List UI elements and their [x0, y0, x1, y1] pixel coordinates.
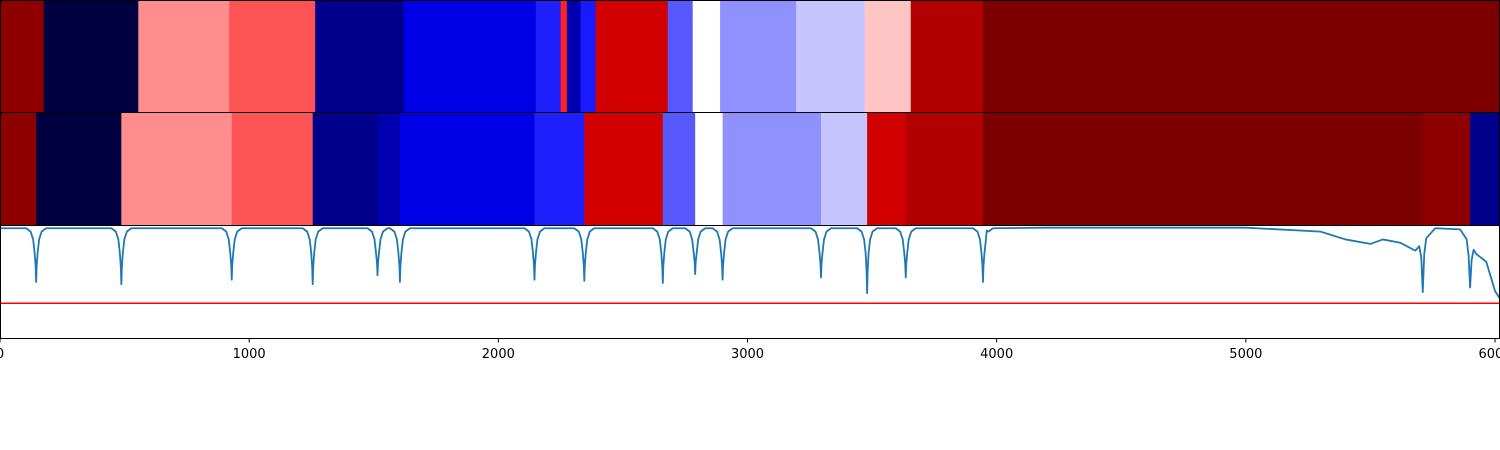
heatmap-segment	[312, 113, 378, 225]
heatmap-segment	[229, 1, 316, 112]
heatmap-segment	[982, 113, 1424, 225]
heatmap-segment	[595, 1, 669, 112]
x-tick-label: 6000	[1478, 347, 1500, 362]
heatmap-segment	[821, 113, 868, 225]
x-tick-label: 4000	[980, 347, 1013, 362]
heatmap-segment	[796, 1, 866, 112]
heatmap-segment	[560, 1, 568, 112]
heatmap-segment	[121, 113, 233, 225]
heatmap-segment	[377, 113, 401, 225]
x-tick-label: 5000	[1229, 347, 1262, 362]
heatmap-segment	[580, 1, 597, 112]
heatmap-segment	[1422, 113, 1471, 225]
panel-frame	[0, 225, 1500, 339]
heatmap-segment	[662, 113, 696, 225]
heatmap-segment	[667, 1, 694, 112]
novelty-curve-line	[0, 226, 1500, 300]
heatmap-segment	[315, 1, 405, 112]
heatmap-panel-1	[0, 0, 1500, 113]
heatmap-panel-2	[0, 112, 1500, 226]
heatmap-segment	[720, 1, 797, 112]
heatmap-segment	[403, 1, 537, 112]
heatmap-segment	[867, 113, 907, 225]
heatmap-segment	[695, 113, 724, 225]
heatmap-segment	[36, 113, 122, 225]
x-tick-label: 1000	[233, 347, 266, 362]
line-panel	[0, 225, 1500, 339]
heatmap-segment	[535, 1, 562, 112]
x-tick-label: 3000	[731, 347, 764, 362]
heatmap-segment	[138, 1, 230, 112]
heatmap-segment	[566, 1, 582, 112]
heatmap-segment	[692, 1, 721, 112]
heatmap-segment	[910, 1, 984, 112]
heatmap-segment	[43, 1, 139, 112]
heatmap-segment	[534, 113, 585, 225]
heatmap-segment	[399, 113, 535, 225]
heatmap-segment	[584, 113, 664, 225]
heatmap-segment	[0, 1, 45, 112]
heatmap-segment	[1470, 113, 1500, 225]
x-tick-label: 0	[0, 347, 4, 362]
heatmap-segment	[982, 1, 1500, 112]
heatmap-segment	[864, 1, 912, 112]
heatmap-segment	[231, 113, 314, 225]
x-tick-label: 2000	[482, 347, 515, 362]
heatmap-segment	[0, 113, 37, 225]
x-axis: 0 1000 2000 3000 4000 5000 6000	[0, 338, 1500, 362]
heatmap-segment	[905, 113, 984, 225]
heatmap-segment	[722, 113, 822, 225]
